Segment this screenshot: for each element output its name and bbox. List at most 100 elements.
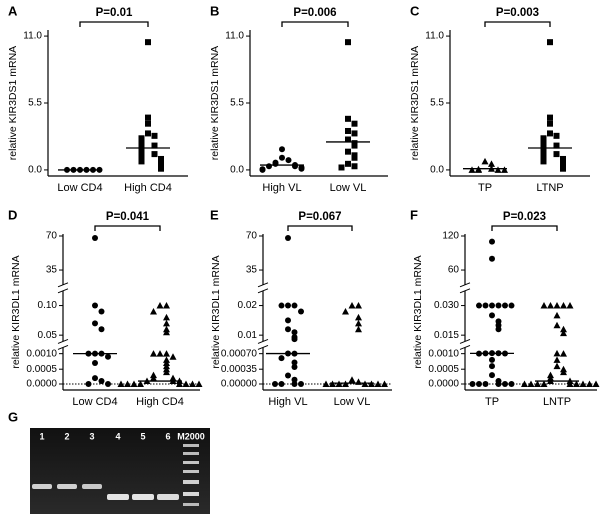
data-point [495, 326, 502, 333]
data-point [117, 380, 125, 387]
y-tick-label: 0.05 [38, 330, 58, 341]
data-point [163, 368, 170, 376]
data-point [345, 115, 351, 122]
axis-break [258, 284, 268, 291]
data-point [291, 329, 298, 336]
data-point [158, 165, 164, 172]
data-point [85, 381, 92, 387]
axis-break [460, 341, 470, 348]
significance-bracket [281, 21, 349, 27]
data-point [182, 380, 190, 387]
data-point [145, 114, 151, 121]
y-tick-label: 35 [46, 265, 58, 276]
data-point [278, 381, 285, 387]
y-tick-label: 5.5 [230, 98, 244, 109]
axis-break [460, 284, 470, 291]
data-point [553, 349, 561, 357]
data-point [105, 381, 111, 387]
data-point [189, 380, 196, 387]
data-point [259, 166, 266, 173]
y-tick-label: 0.030 [434, 300, 459, 311]
data-point [560, 155, 566, 162]
gel-bands [32, 444, 199, 506]
x-tick-label: TP [485, 396, 499, 408]
data-point [298, 381, 304, 387]
data-point [348, 302, 356, 309]
significance-bracket [484, 21, 551, 27]
data-point [547, 130, 553, 137]
data-point [560, 302, 567, 309]
y-tick-label: 0.0010 [428, 348, 459, 359]
data-point [345, 148, 351, 155]
p-value: P=0.003 [496, 7, 539, 19]
data-point [145, 120, 151, 127]
data-point [351, 130, 358, 137]
y-axis-label: relative KIR3DS1 mRNA [209, 46, 221, 160]
data-point [495, 302, 502, 309]
y-tick-label: 5.5 [430, 98, 444, 109]
data-point [345, 160, 351, 167]
data-point [345, 127, 351, 134]
data-point [322, 380, 330, 387]
y-tick-label: 0.0 [230, 165, 244, 176]
axis-break [459, 338, 471, 344]
data-point [489, 312, 495, 319]
data-point [475, 166, 482, 173]
axis-break [57, 338, 69, 344]
y-axis-label: relative KIR3DL1 mRNA [412, 255, 424, 368]
data-point [527, 380, 535, 387]
data-point [560, 165, 566, 172]
data-point [156, 302, 164, 309]
y-tick-label: 0.00000 [221, 379, 258, 390]
data-point [381, 380, 388, 387]
y-tick-label: 0.0000 [26, 379, 57, 390]
x-tick-label: Low CD4 [72, 396, 117, 408]
axis-break [459, 288, 471, 294]
data-point [151, 151, 158, 158]
data-point [92, 320, 98, 327]
data-point [266, 163, 272, 170]
axis-break [57, 288, 69, 294]
data-point [553, 311, 561, 319]
data-point [566, 380, 574, 387]
data-point [476, 302, 482, 309]
data-point [291, 376, 298, 383]
data-point [355, 313, 362, 321]
data-point [560, 329, 567, 337]
data-point [351, 163, 358, 170]
data-point [285, 302, 291, 309]
data-point [92, 234, 98, 241]
data-point [502, 381, 508, 387]
data-point [553, 132, 560, 139]
panel-label: G [8, 409, 18, 424]
data-point [285, 234, 291, 241]
data-point [502, 302, 508, 309]
data-point [98, 326, 105, 333]
y-tick-label: 0.0 [430, 165, 444, 176]
data-point [163, 319, 170, 327]
x-tick-label: High CD4 [136, 396, 184, 408]
data-point [163, 328, 170, 336]
data-point [540, 302, 548, 309]
data-point [348, 376, 356, 383]
data-point [508, 381, 515, 387]
data-point [285, 317, 291, 324]
data-point [547, 302, 554, 309]
y-tick-label: 0.02 [238, 300, 258, 311]
lane-label: 5 [140, 431, 145, 441]
data-point [489, 363, 495, 370]
data-point [285, 157, 292, 164]
y-tick-label: 0.0005 [428, 364, 459, 375]
data-point [540, 138, 547, 145]
data-point [291, 302, 298, 309]
data-point [345, 39, 351, 46]
data-point [540, 154, 547, 161]
y-axis-label: relative KIR3DS1 mRNA [7, 46, 19, 160]
data-point [553, 362, 561, 370]
data-point [158, 155, 164, 162]
data-point [495, 381, 502, 387]
data-point [540, 148, 547, 155]
panel-label: E [210, 207, 219, 222]
x-tick-label: TP [478, 182, 492, 194]
y-tick-label: 60 [448, 265, 460, 276]
